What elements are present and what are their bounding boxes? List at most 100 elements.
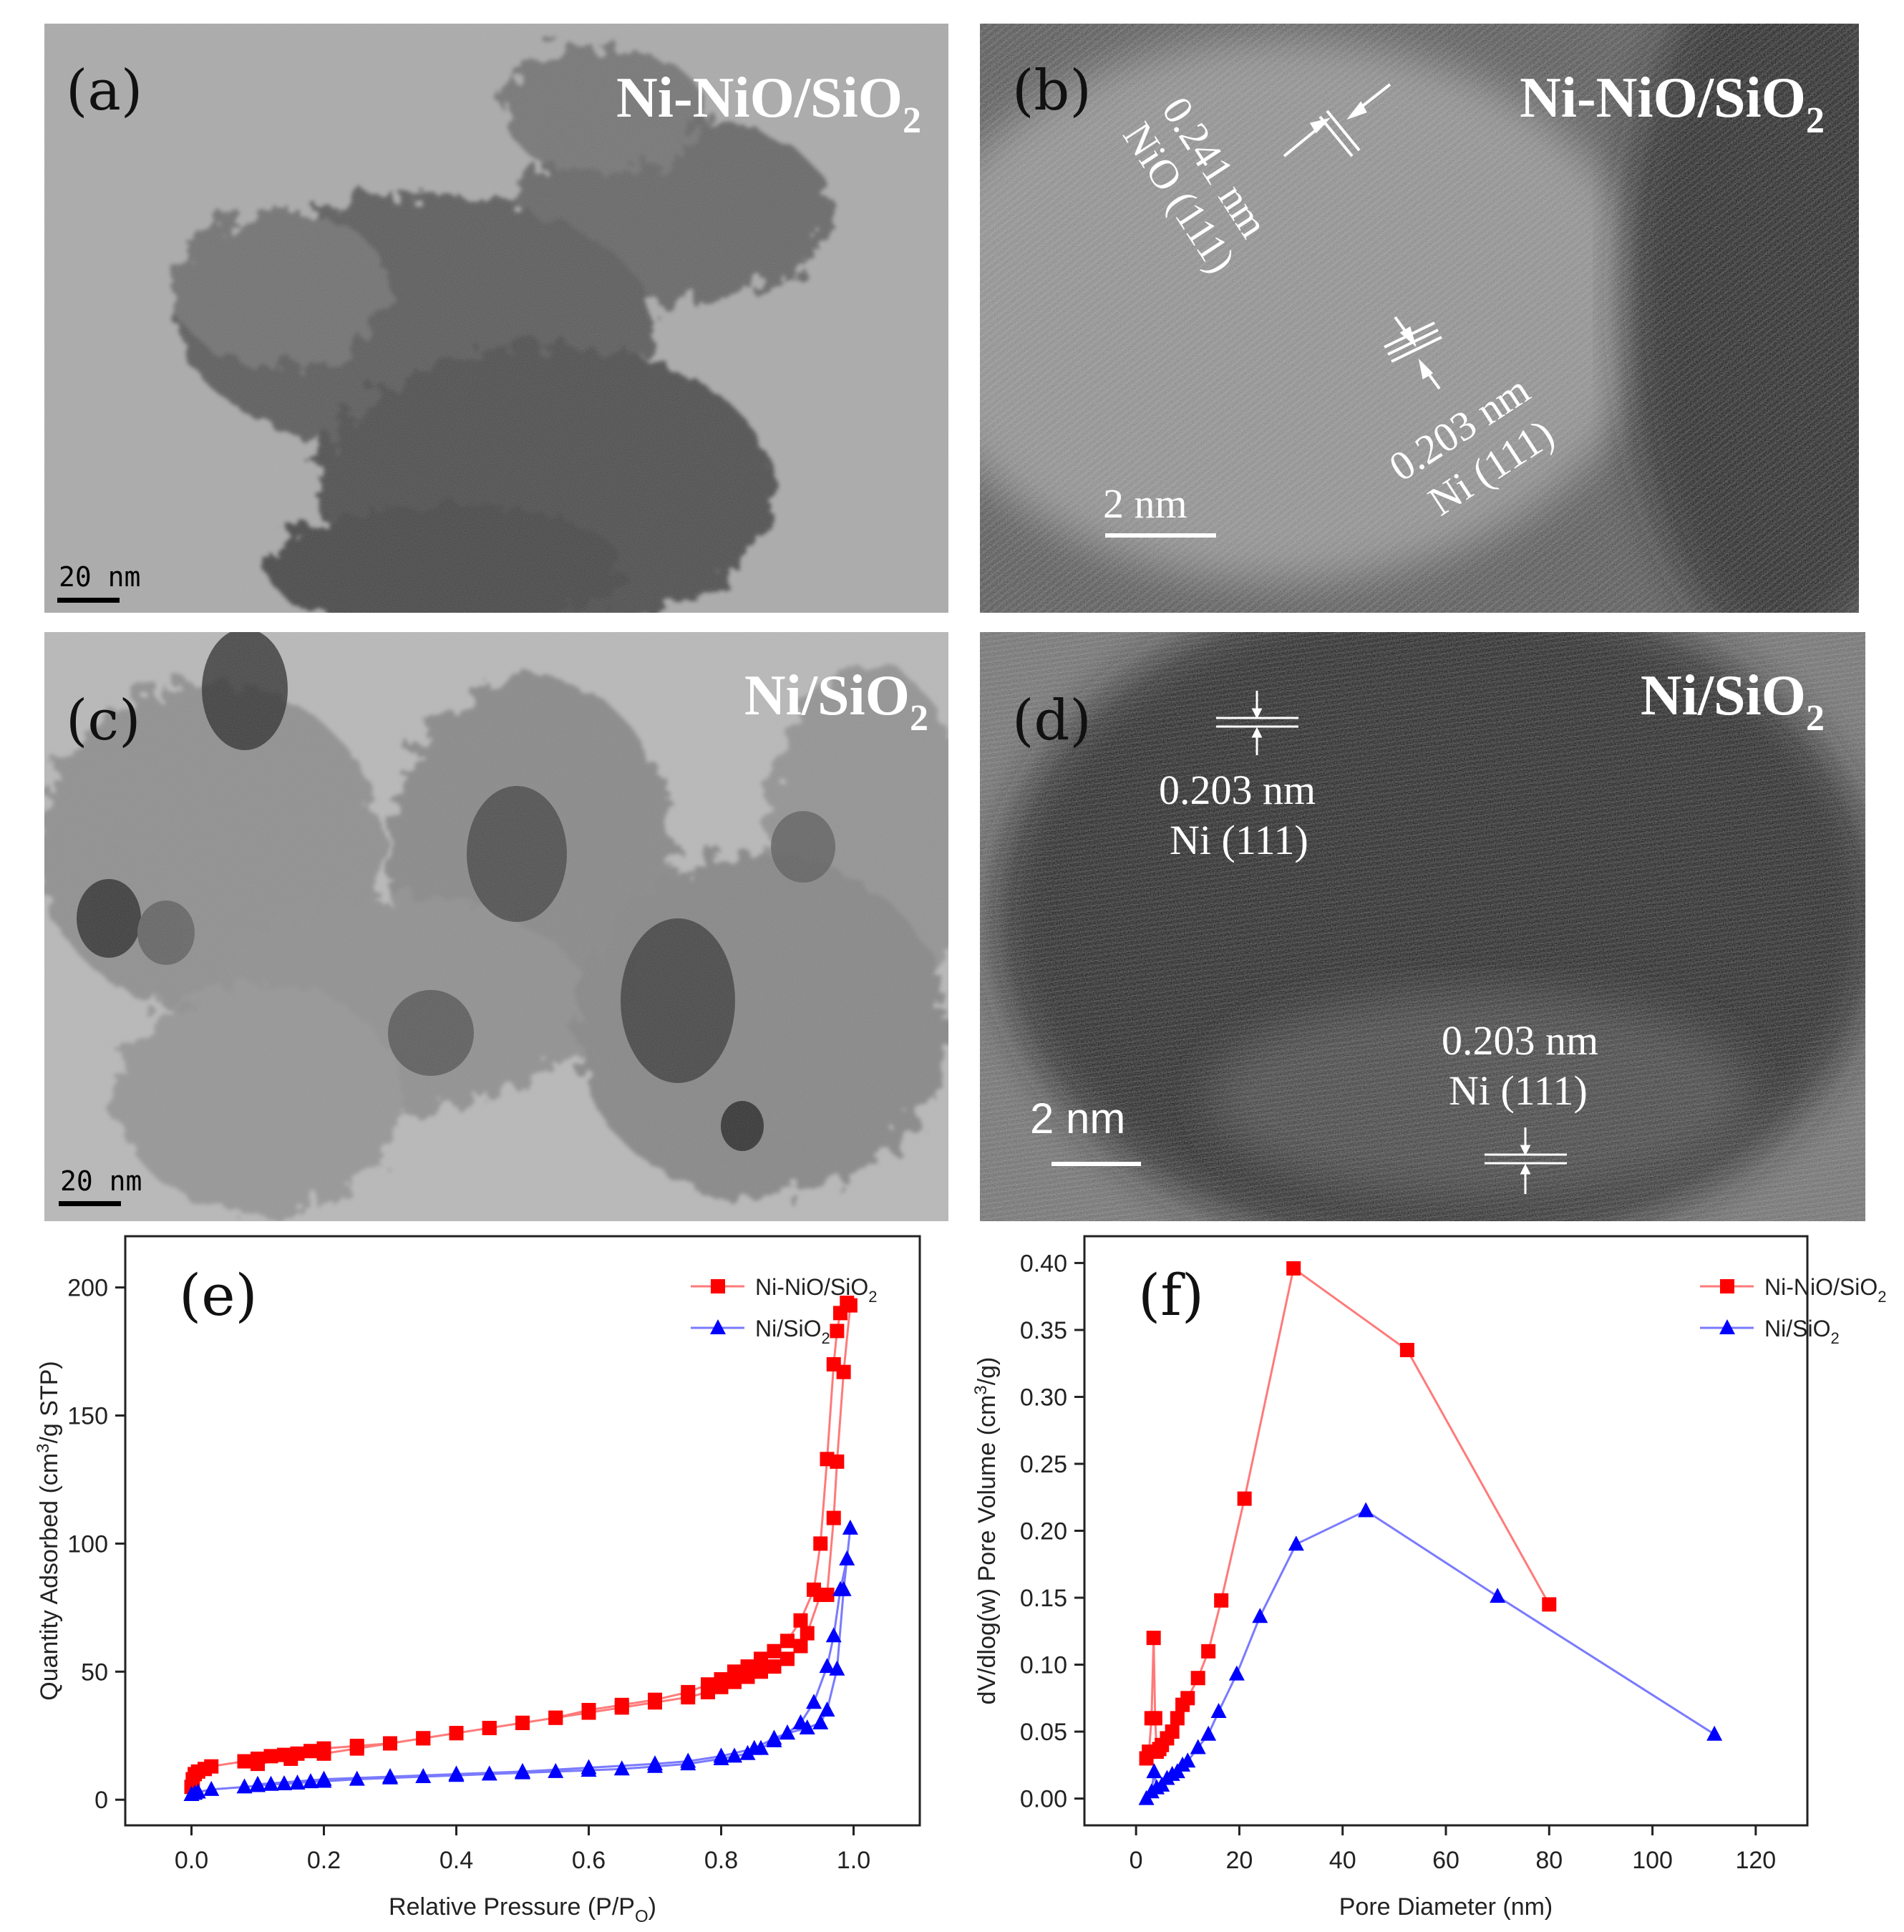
data-point-triangle <box>1706 1725 1723 1741</box>
scale-bar <box>59 1201 121 1206</box>
data-point-square <box>449 1726 464 1741</box>
data-point-square <box>1147 1711 1162 1726</box>
data-point-triangle <box>349 1770 365 1786</box>
y-tick-label: 50 <box>81 1659 108 1686</box>
data-point-triangle <box>581 1759 597 1775</box>
data-point-square <box>614 1700 629 1715</box>
data-point-square <box>830 1454 845 1469</box>
data-point-square <box>263 1749 278 1764</box>
data-point-square <box>1542 1597 1557 1612</box>
data-point-triangle <box>382 1768 398 1784</box>
data-point-triangle <box>303 1773 319 1789</box>
plot-frame <box>124 1235 921 1827</box>
data-point-square <box>648 1695 662 1710</box>
data-point-square <box>1399 1342 1414 1357</box>
y-tick-label: 0 <box>94 1787 108 1814</box>
data-point-triangle <box>236 1778 253 1794</box>
data-point-triangle <box>1252 1608 1268 1623</box>
data-point-triangle <box>829 1660 845 1676</box>
series-line-1 <box>190 1301 852 1787</box>
data-point-square <box>714 1679 729 1694</box>
data-point-square <box>836 1364 851 1379</box>
scale-label: 2 nm <box>1030 1094 1125 1142</box>
legend-label: Ni-NiO/SiO2 <box>1764 1274 1886 1306</box>
data-point-triangle <box>819 1658 835 1674</box>
data-point-square <box>416 1731 431 1746</box>
x-tick-label: 0.4 <box>439 1847 473 1874</box>
fringe-marker-ni <box>1384 316 1442 390</box>
x-tick-label: 0 <box>1130 1847 1143 1874</box>
data-point-square <box>204 1759 219 1774</box>
data-point-triangle <box>1146 1763 1162 1779</box>
x-tick-label: 60 <box>1432 1847 1459 1874</box>
y-tick-label: 0.15 <box>1020 1585 1067 1612</box>
legend-marker-square <box>711 1279 725 1293</box>
data-point-square <box>767 1644 782 1659</box>
legend-label: Ni/SiO2 <box>1764 1316 1840 1347</box>
data-point-triangle <box>835 1581 852 1596</box>
data-point-square <box>303 1744 318 1759</box>
data-point-square <box>1214 1593 1229 1608</box>
data-point-triangle <box>779 1724 795 1740</box>
data-point-triangle <box>263 1775 279 1791</box>
fringe-marker-bottom <box>1485 1127 1567 1194</box>
legend-marker-square <box>1720 1279 1734 1293</box>
fringe-marker-nio <box>1283 83 1391 157</box>
data-point-triangle <box>613 1760 630 1776</box>
x-tick-label: 0.0 <box>175 1847 208 1874</box>
data-point-triangle <box>727 1747 742 1763</box>
data-point-square <box>515 1715 530 1730</box>
data-point-triangle <box>515 1762 530 1778</box>
scale-label: 20 nm <box>60 1165 142 1197</box>
data-point-square <box>780 1651 795 1666</box>
hrtem-image-d: (d) Ni/SiO2 0.203 nm Ni (111) 0.203 nm N… <box>980 632 1865 1221</box>
hrtem-image-b: (b) Ni-NiO/SiO2 0.241 nm NiO (111) 0.203… <box>980 24 1859 613</box>
data-point-square <box>681 1690 696 1705</box>
data-point-triangle <box>806 1694 822 1709</box>
panel-letter: (e) <box>179 1262 258 1329</box>
data-point-square <box>581 1705 596 1720</box>
x-tick-label: 20 <box>1226 1847 1253 1874</box>
scale-bar <box>1051 1162 1141 1166</box>
sample-label: Ni-NiO/SiO2 <box>1520 67 1825 141</box>
data-point-triangle <box>825 1627 842 1643</box>
tem-panel-a: (a) Ni-NiO/SiO2 20 nm <box>44 24 948 613</box>
data-point-triangle <box>1210 1703 1227 1719</box>
data-point-square <box>767 1659 782 1674</box>
data-point-triangle <box>713 1747 729 1763</box>
data-point-square <box>1286 1261 1301 1276</box>
scale-bar <box>57 598 120 603</box>
data-point-triangle <box>1288 1535 1304 1551</box>
scale-label: 20 nm <box>59 561 140 593</box>
sample-label: Ni-NiO/SiO2 <box>616 67 921 141</box>
data-point-triangle <box>746 1739 762 1755</box>
data-point-square <box>1146 1631 1161 1646</box>
data-point-triangle <box>203 1780 220 1796</box>
series-line-1 <box>1145 1266 1550 1759</box>
y-tick-label: 100 <box>67 1530 108 1558</box>
sample-label: Ni/SiO2 <box>1641 664 1825 739</box>
data-point-triangle <box>276 1775 292 1791</box>
data-point-square <box>793 1639 808 1654</box>
panel-letter: (f) <box>1138 1262 1204 1329</box>
data-point-triangle <box>415 1768 432 1784</box>
legend-marker-triangle <box>1719 1319 1735 1334</box>
y-tick-label: 0.40 <box>1020 1250 1067 1277</box>
data-point-square <box>754 1651 768 1666</box>
data-point-square <box>830 1324 845 1339</box>
data-point-square <box>1165 1724 1180 1739</box>
data-point-triangle <box>766 1729 782 1745</box>
x-tick-label: 120 <box>1735 1847 1776 1874</box>
sample-label: Ni/SiO2 <box>744 664 928 739</box>
data-point-square <box>482 1721 497 1736</box>
data-point-square <box>1180 1691 1195 1706</box>
data-point-square <box>793 1613 808 1628</box>
y-tick-label: 150 <box>67 1402 108 1429</box>
data-point-triangle <box>289 1774 306 1790</box>
chart-f-svg: 0 20 40 60 80 100 120 0.00 0.05 0.10 0.15 0.20 0.25 0… <box>971 1235 1886 1921</box>
data-point-triangle <box>647 1755 663 1771</box>
x-tick-label: 0.6 <box>572 1847 606 1874</box>
x-tick-label: 80 <box>1535 1847 1563 1874</box>
data-point-square <box>754 1664 768 1679</box>
data-point-triangle <box>250 1775 266 1791</box>
